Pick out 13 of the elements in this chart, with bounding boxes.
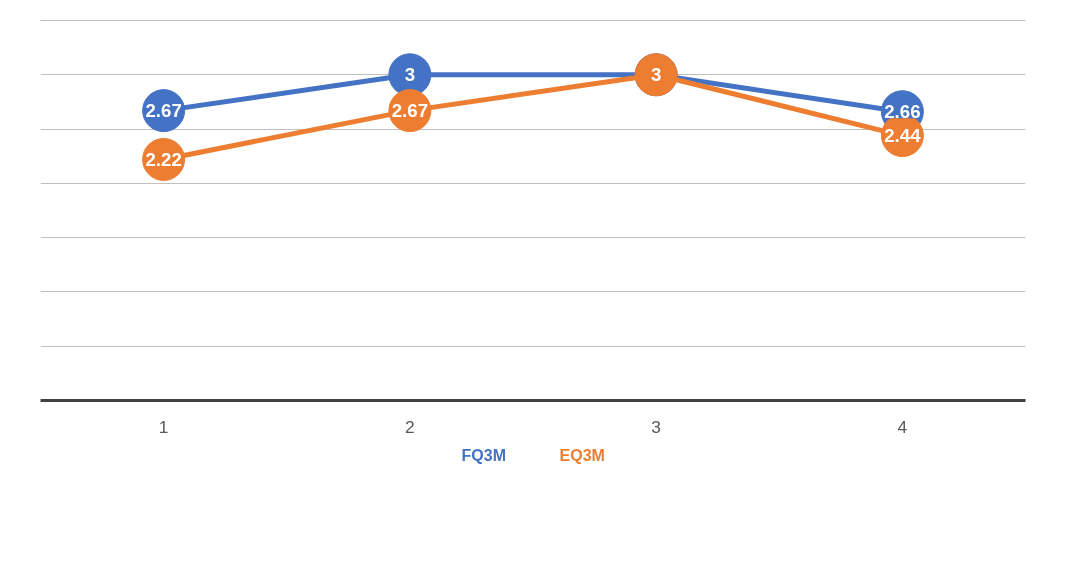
- data-label: 2.67: [145, 100, 182, 122]
- x-tick-label: 2: [405, 416, 415, 437]
- data-label: 3: [404, 64, 416, 86]
- x-tick-label: 4: [897, 416, 908, 437]
- data-label: 2.67: [391, 100, 429, 122]
- text: FQ3M: [461, 447, 506, 464]
- x-tick-label: 1: [158, 416, 169, 437]
- data-label: 2.44: [884, 125, 922, 147]
- data-label: 2.66: [884, 101, 921, 123]
- data-label: 2.22: [145, 148, 182, 170]
- data-label: 3: [650, 64, 662, 86]
- text: EQ3M: [559, 447, 605, 464]
- x-tick-label: 3: [651, 416, 661, 437]
